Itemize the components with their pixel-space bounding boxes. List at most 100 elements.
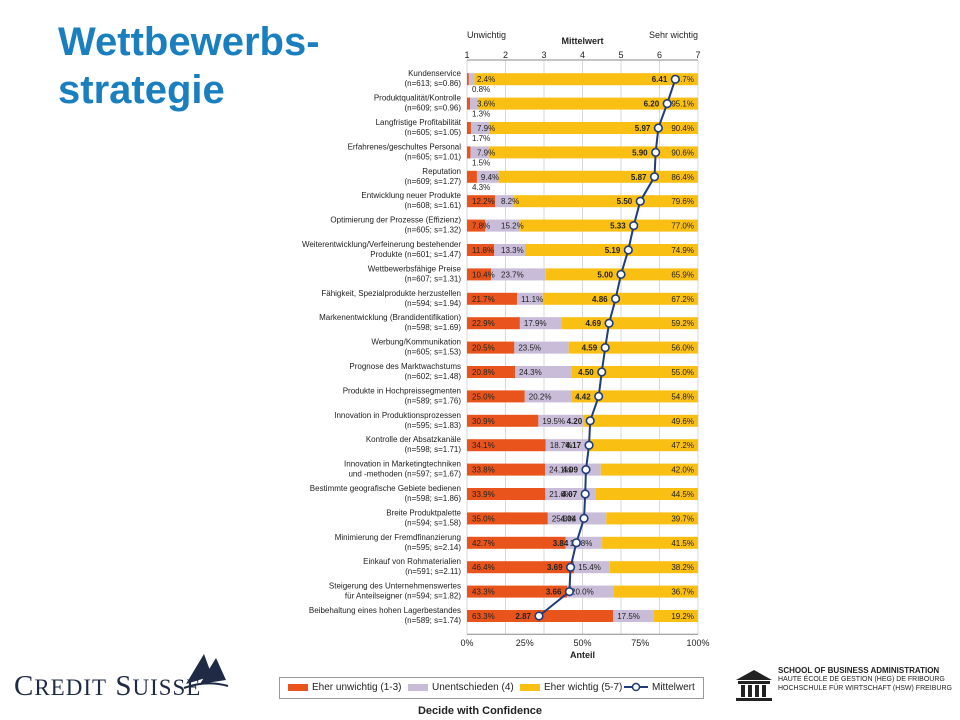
data-label-wichtig: 86.4% — [671, 173, 694, 182]
bar-segment-unentschieden — [515, 366, 572, 378]
category-label-line2: (n=598; s=1.71) — [405, 445, 462, 454]
category-label-line2: für Anteilseigner (n=594; s=1.82) — [345, 592, 461, 601]
data-label-unentschieden: 7.9% — [477, 124, 495, 133]
legend-swatch-unwichtig — [288, 683, 308, 691]
category-label-line1: Minimierung der Fremdfinanzierung — [335, 533, 461, 542]
data-label-wichtig: 55.0% — [671, 368, 694, 377]
legend-label-unwichtig: Eher unwichtig (1-3) — [312, 682, 402, 693]
mean-point — [651, 147, 661, 157]
bar-segment-unentschieden — [524, 390, 572, 403]
building-icon — [736, 670, 772, 701]
bottom-axis-tick-label: 50% — [573, 638, 591, 648]
mean-value-label: 4.09 — [562, 466, 578, 475]
mean-value-label: 5.00 — [597, 270, 613, 279]
category-label-line2: (n=608; s=1.61) — [405, 201, 462, 210]
data-label-wichtig: 19.2% — [671, 612, 694, 621]
category-label-line1: Prognose des Marktwachstums — [349, 362, 461, 371]
category-label-line1: Langfristige Profitabilität — [376, 118, 462, 127]
category-label-line2: (n=609; s=0.96) — [405, 104, 462, 113]
category-label-line2: (n=605; s=1.05) — [405, 128, 462, 137]
mean-value-label: 5.19 — [605, 246, 621, 255]
bottom-axis-tick-label: 25% — [516, 638, 534, 648]
data-label-wichtig: 90.4% — [671, 124, 694, 133]
legend-label-wichtig: Eher wichtig (5-7) — [544, 682, 623, 693]
category-label-line1: Werbung/Kommunikation — [371, 338, 461, 347]
mean-point — [649, 172, 660, 182]
data-label-unentschieden: 3.6% — [477, 100, 495, 109]
mean-point — [594, 391, 604, 402]
data-label-wichtig: 44.5% — [671, 490, 694, 499]
bar-segment-unwichtig — [467, 268, 492, 281]
bar-segment-unwichtig — [467, 292, 518, 305]
category-label-line1: Entwicklung neuer Produkte — [361, 191, 461, 200]
bar-segment-wichtig — [653, 610, 698, 622]
mean-value-label: 4.59 — [582, 344, 598, 353]
category-label-line1: Reputation — [422, 167, 461, 176]
data-label-unwichtig: 4.3% — [472, 183, 490, 192]
data-label-unentschieden: 23.5% — [518, 344, 541, 353]
mean-value-label: 5.97 — [635, 124, 651, 133]
data-label-unwichtig: 20.5% — [472, 344, 495, 353]
bar-segment-wichtig — [583, 414, 698, 427]
school-name-block: SCHOOL OF BUSINESS ADMINISTRATION HAUTE … — [778, 666, 952, 693]
mean-value-label: 2.87 — [515, 612, 531, 621]
data-label-wichtig: 54.8% — [671, 392, 694, 401]
category-label-line1: Beibehaltung eines hohen Lagerbestandes — [309, 606, 461, 615]
mean-value-label: 4.17 — [565, 441, 581, 450]
bar-segment-unwichtig — [467, 97, 471, 110]
data-label-wichtig: 56.0% — [671, 344, 694, 353]
bar-segment-wichtig — [606, 512, 698, 525]
bar-segment-unentschieden — [470, 146, 489, 159]
bar-segment-unwichtig — [467, 170, 477, 183]
bar-segment-unentschieden — [519, 317, 562, 330]
bar-segment-unentschieden — [613, 610, 654, 622]
bar-segment-wichtig — [561, 317, 698, 330]
data-label-unentschieden: 20.0% — [571, 588, 594, 597]
bar-segment-unentschieden — [476, 170, 499, 183]
mean-point — [662, 98, 672, 109]
bar-segment-unwichtig — [467, 317, 520, 330]
mean-value-label: 4.42 — [575, 392, 591, 401]
bar-segment-wichtig — [474, 73, 698, 86]
data-label-unwichtig: 25.0% — [472, 392, 495, 401]
data-label-unentschieden: 15.4% — [578, 563, 601, 572]
data-label-unwichtig: 33.9% — [472, 490, 495, 499]
data-label-unwichtig: 63.3% — [472, 612, 495, 621]
category-label-line1: Fähigkeit, Spezialprodukte herzustellen — [321, 289, 461, 298]
mean-point — [653, 123, 663, 133]
bar-segment-unentschieden — [574, 561, 610, 574]
school-line-1: SCHOOL OF BUSINESS ADMINISTRATION — [778, 666, 940, 675]
bar-segment-unentschieden — [485, 219, 521, 232]
data-label-wichtig: 49.6% — [671, 417, 694, 426]
data-label-unwichtig: 33.8% — [472, 466, 495, 475]
mean-point — [635, 196, 645, 206]
tagline: Decide with Confidence — [417, 705, 543, 717]
bar-segment-unwichtig — [467, 146, 471, 159]
category-label-line1: Innovation in Produktionsprozessen — [334, 411, 461, 420]
bar-segment-wichtig — [568, 341, 698, 354]
slide-title: Wettbewerbs- strategie — [58, 18, 358, 114]
data-label-wichtig: 67.2% — [671, 295, 694, 304]
category-label-line2: (n=598; s=1.86) — [405, 494, 462, 503]
bar-segment-unwichtig — [467, 439, 546, 452]
bar-segment-unentschieden — [538, 414, 584, 427]
top-axis-left-label: Unwichtig — [467, 30, 506, 40]
mean-point — [580, 489, 590, 499]
bar-segment-unentschieden — [547, 512, 607, 525]
legend-item-mittelwert: Mittelwert — [624, 682, 695, 694]
mean-point — [623, 245, 633, 255]
category-label-line1: Produktqualität/Kontrolle — [374, 94, 462, 103]
credit-suisse-logo: CREDIT SUISSE — [14, 650, 229, 702]
data-label-unentschieden: 11.1% — [521, 295, 543, 304]
mean-value-label: 4.20 — [567, 417, 583, 426]
data-label-unentschieden: 15.8% — [570, 539, 593, 548]
mean-value-label: 3.84 — [553, 539, 569, 548]
data-label-wichtig: 90.6% — [671, 148, 694, 157]
category-label-line1: Produkte in Hochpreissegmenten — [343, 386, 461, 395]
mean-value-label: 5.50 — [617, 197, 633, 206]
bar-segment-unwichtig — [467, 244, 495, 256]
bar-segment-unwichtig — [467, 488, 546, 500]
bar-segment-wichtig — [595, 488, 698, 500]
category-label-line1: Kontrolle der Absatzkanäle — [366, 435, 462, 444]
chart-legend: Eher unwichtig (1-3) Unentschieden (4) E… — [279, 677, 704, 699]
